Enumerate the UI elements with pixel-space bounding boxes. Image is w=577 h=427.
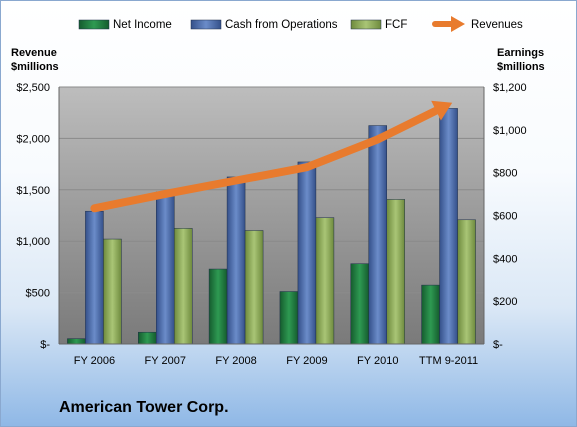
left-tick-label: $500	[26, 288, 50, 300]
bar-net-income	[421, 284, 440, 345]
left-tick-label: $2,500	[16, 82, 50, 94]
bar-fcf	[315, 217, 335, 345]
left-tick-label: $1,000	[16, 236, 50, 248]
legend-label: Cash from Operations	[225, 19, 338, 31]
x-tick-label: FY 2007	[145, 355, 186, 367]
legend-swatch-net-income	[78, 19, 110, 30]
bar-fcf	[457, 219, 476, 345]
legend-swatch-revenues	[432, 16, 465, 32]
right-tick-label: $-	[493, 339, 503, 351]
left-tick-label: $-	[40, 339, 50, 351]
bar-cash-from-operations	[226, 176, 246, 345]
bar-cash-from-operations	[368, 125, 387, 345]
legend-swatch-cash-from-operations	[190, 19, 222, 30]
revenues-line	[90, 106, 440, 213]
bar-fcf	[244, 230, 264, 345]
legend-label: FCF	[385, 19, 407, 31]
bar-fcf	[103, 238, 122, 345]
bar-cash-from-operations	[156, 191, 175, 345]
legend-swatch-fcf	[350, 19, 382, 30]
bar-net-income	[208, 268, 228, 345]
x-tick-label: FY 2006	[74, 355, 115, 367]
right-axis-title-line1: Earnings	[497, 47, 545, 59]
x-tick-label: TTM 9-2011	[419, 355, 478, 367]
bar-net-income	[67, 338, 86, 345]
right-tick-label: $400	[493, 253, 517, 265]
bar-net-income	[138, 331, 157, 345]
right-tick-label: $1,000	[493, 125, 527, 137]
x-tick-label: FY 2008	[215, 355, 256, 367]
left-tick-label: $2,000	[16, 133, 50, 145]
right-tick-label: $800	[493, 168, 517, 180]
bar-net-income	[279, 291, 299, 345]
chart-title: American Tower Corp.	[59, 399, 229, 416]
x-tick-label: FY 2009	[286, 355, 327, 367]
x-tick-label: FY 2010	[357, 355, 398, 367]
right-tick-label: $1,200	[493, 82, 527, 94]
right-tick-label: $600	[493, 211, 517, 223]
left-axis-title: Revenue $millions	[11, 46, 59, 74]
right-axis-title: Earnings $millions	[497, 46, 545, 74]
revenues-arrowhead	[431, 100, 453, 121]
plot-area	[59, 87, 484, 344]
bar-fcf	[174, 228, 193, 345]
bar-cash-from-operations	[85, 210, 104, 345]
right-tick-label: $200	[493, 296, 517, 308]
left-axis-title-line1: Revenue	[11, 47, 57, 59]
bar-cash-from-operations	[439, 108, 458, 345]
left-tick-label: $1,500	[16, 185, 50, 197]
bar-net-income	[350, 263, 369, 345]
bar-cash-from-operations	[297, 161, 317, 345]
left-axis-title-line2: $millions	[11, 61, 59, 73]
bar-fcf	[386, 199, 405, 345]
legend-label: Net Income	[113, 19, 172, 31]
legend-label: Revenues	[471, 19, 523, 31]
right-axis-title-line2: $millions	[497, 61, 545, 73]
